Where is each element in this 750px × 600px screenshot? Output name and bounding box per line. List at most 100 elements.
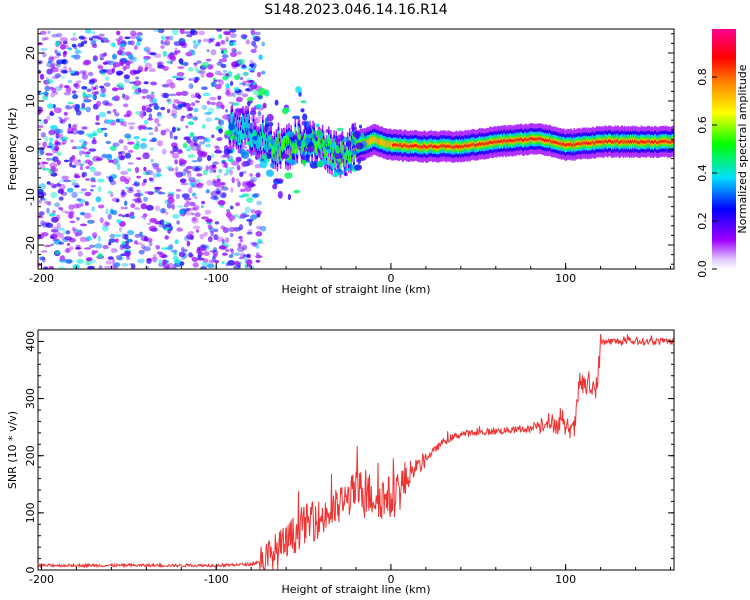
noise-blob (168, 167, 175, 172)
noise-blob (77, 250, 83, 257)
noise-blob (225, 92, 234, 97)
noise-blob (162, 262, 170, 269)
noise-blob (159, 208, 167, 214)
signal-blob (264, 117, 269, 125)
signal-blob (331, 162, 335, 170)
signal-band-segment (439, 145, 441, 149)
signal-band-segment (567, 142, 569, 146)
noise-blob (246, 218, 254, 222)
noise-blob (224, 162, 228, 169)
snr-series-group (38, 333, 674, 570)
noise-blob (46, 207, 50, 214)
signal-band-segment (654, 139, 656, 143)
signal-blob (315, 129, 322, 137)
signal-band-segment (516, 138, 519, 141)
noise-blob (64, 236, 73, 241)
signal-band-segment (668, 140, 671, 144)
signal-band-segment (551, 140, 553, 144)
noise-blob (38, 212, 43, 217)
signal-band-segment (524, 138, 526, 141)
signal-band-segment (372, 136, 374, 143)
noise-blob (214, 84, 222, 90)
signal-blob (344, 168, 351, 171)
noise-blob (48, 212, 56, 217)
noise-blob (63, 179, 72, 183)
signal-band-segment (366, 139, 369, 146)
noise-blob (46, 115, 51, 121)
snr-line (38, 333, 674, 570)
signal-band-segment (414, 143, 416, 147)
noise-blob (239, 188, 246, 193)
signal-band-segment (320, 145, 323, 156)
signal-band-segment (571, 143, 573, 147)
signal-band-segment (560, 143, 563, 146)
noise-blob (71, 128, 79, 135)
noise-blob (238, 224, 244, 231)
noise-blob (128, 186, 134, 191)
noise-blob (82, 99, 91, 103)
noise-blob (246, 231, 253, 235)
noise-blob (240, 34, 248, 39)
signal-blob (302, 151, 306, 156)
signal-band-segment (230, 114, 233, 129)
signal-blob (308, 160, 313, 164)
noise-blob (135, 242, 143, 245)
noise-blob (62, 40, 68, 45)
noise-blob (54, 250, 61, 255)
noise-blob (78, 191, 85, 194)
signal-band-segment (291, 145, 293, 156)
colorbar-tick-label: 0.0 (696, 260, 709, 278)
noise-blob (218, 58, 223, 63)
noise-blob (69, 220, 76, 224)
noise-blob (211, 134, 215, 139)
signal-blob (230, 135, 237, 140)
signal-band-segment (396, 143, 398, 147)
noise-blob (228, 254, 234, 258)
noise-blob (120, 191, 127, 196)
noise-blob (71, 54, 76, 58)
signal-band-segment (494, 140, 497, 144)
noise-blob (207, 107, 215, 114)
noise-blob (170, 113, 175, 117)
noise-blob (119, 175, 127, 182)
signal-band-segment (495, 140, 498, 144)
signal-blob (266, 113, 274, 122)
signal-band-segment (552, 140, 554, 144)
noise-blob (196, 135, 205, 140)
noise-blob (65, 106, 73, 110)
noise-blob (134, 207, 141, 210)
noise-blob (104, 132, 108, 137)
noise-blob (250, 29, 256, 36)
signal-band-segment (615, 140, 617, 144)
noise-blob (195, 165, 203, 172)
noise-blob (127, 53, 134, 60)
noise-blob (180, 76, 186, 80)
noise-blob (59, 83, 64, 89)
noise-blob (201, 124, 206, 129)
signal-blob (357, 157, 366, 162)
signal-blob (336, 127, 344, 132)
signal-blob (350, 137, 355, 145)
signal-band-segment (265, 126, 267, 141)
noise-blob (143, 236, 149, 242)
signal-band-segment (259, 132, 262, 147)
signal-band-segment (655, 139, 657, 143)
signal-band-segment (380, 138, 383, 145)
noise-blob (88, 244, 96, 248)
noise-blob (72, 226, 76, 231)
signal-band-segment (346, 142, 349, 153)
noise-blob (188, 78, 193, 81)
noise-blob (229, 33, 237, 38)
signal-band-segment (441, 145, 443, 148)
noise-blob (147, 127, 153, 130)
noise-blob (40, 47, 48, 52)
signal-band-segment (301, 142, 304, 152)
signal-blob (225, 83, 230, 89)
noise-blob (162, 92, 169, 99)
noise-blob (251, 33, 256, 40)
noise-blob (58, 266, 66, 269)
noise-blob (53, 107, 62, 114)
noise-blob (225, 36, 229, 42)
noise-blob (134, 200, 143, 204)
